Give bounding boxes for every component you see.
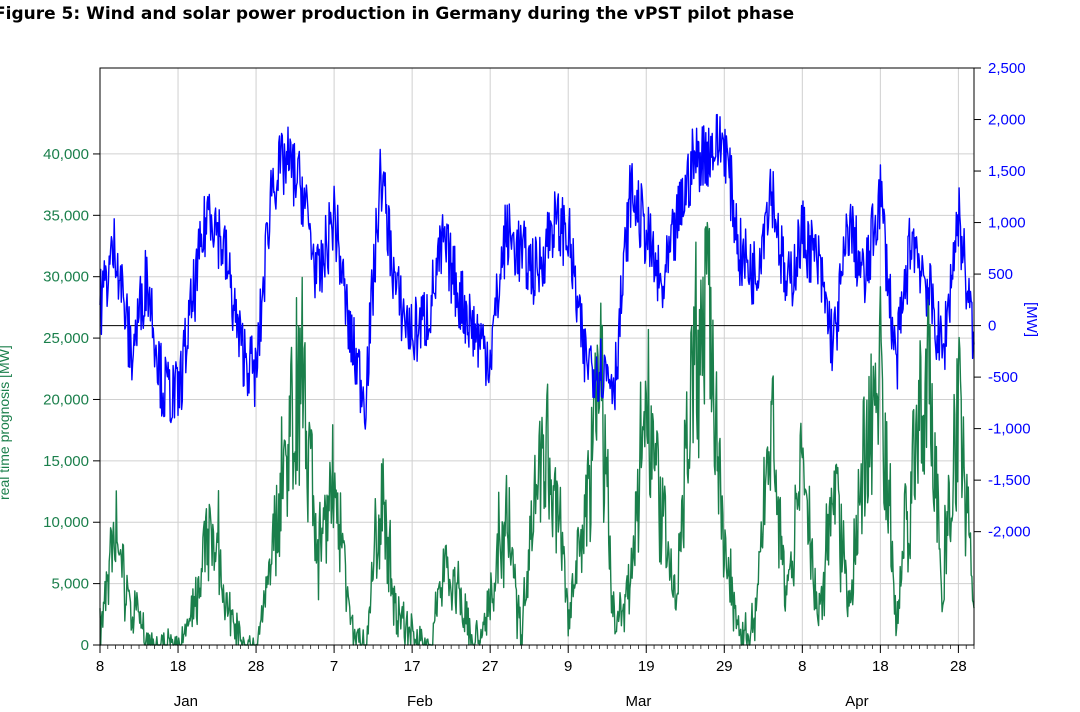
x-tick-label: 7: [330, 658, 338, 675]
month-label: Feb: [407, 693, 433, 710]
x-tick-label: 17: [404, 658, 421, 675]
right-y-tick-label: 500: [988, 266, 1013, 283]
x-tick-label: 18: [872, 658, 889, 675]
x-tick-label: 28: [950, 658, 967, 675]
x-tick-label: 28: [248, 658, 265, 675]
left-y-tick-label: 25,000: [43, 330, 89, 347]
x-tick-label: 27: [482, 658, 499, 675]
left-y-axis-label: real time prognosis [MW]: [0, 345, 12, 500]
month-label: Jan: [174, 693, 198, 710]
x-axis: 8 18 28 7 17 27 9 19 29 8 18 28 Jan Feb Mar Apr: [96, 645, 975, 710]
right-y-tick-label: 1,500: [988, 163, 1026, 180]
right-y-tick-label: -1,500: [988, 472, 1031, 489]
right-y-axis-label: [MW]: [1023, 302, 1040, 337]
left-y-tick-label: 20,000: [43, 391, 89, 408]
right-y-axis: -2,000 -1,500 -1,000 -500 0 500 1,000 1,500 2,00…: [974, 60, 1031, 541]
grid-lines: [100, 68, 974, 645]
figure-title: Figure 5: Wind and solar power productio…: [0, 4, 795, 24]
right-y-tick-label: -1,000: [988, 421, 1031, 438]
left-y-tick-label: 35,000: [43, 207, 89, 224]
left-y-tick-label: 10,000: [43, 514, 89, 531]
left-y-tick-label: 40,000: [43, 146, 89, 163]
right-y-tick-label: -500: [988, 369, 1018, 386]
left-y-tick-label: 0: [81, 637, 89, 654]
x-tick-label: 19: [638, 658, 655, 675]
right-y-tick-label: 1,000: [988, 215, 1026, 232]
x-tick-label: 29: [716, 658, 733, 675]
right-y-tick-label: 0: [988, 318, 996, 335]
right-axis-series-line: [99, 113, 975, 430]
left-y-tick-label: 5,000: [51, 576, 89, 593]
x-tick-label: 18: [170, 658, 187, 675]
x-tick-label: 8: [798, 658, 806, 675]
left-y-tick-label: 15,000: [43, 453, 89, 470]
right-y-tick-label: -2,000: [988, 524, 1031, 541]
left-y-axis: 0 5,000 10,000 15,000 20,000 25,000 30,000 35,0…: [43, 146, 100, 654]
right-y-tick-label: 2,000: [988, 112, 1026, 129]
left-y-tick-label: 30,000: [43, 269, 89, 286]
month-label: Apr: [845, 693, 868, 710]
right-y-tick-label: 2,500: [988, 60, 1026, 77]
x-tick-label: 8: [96, 658, 104, 675]
x-tick-label: 9: [564, 658, 572, 675]
series-lines: [99, 113, 975, 646]
month-label: Mar: [626, 693, 652, 710]
plot-frame: [99, 67, 975, 646]
